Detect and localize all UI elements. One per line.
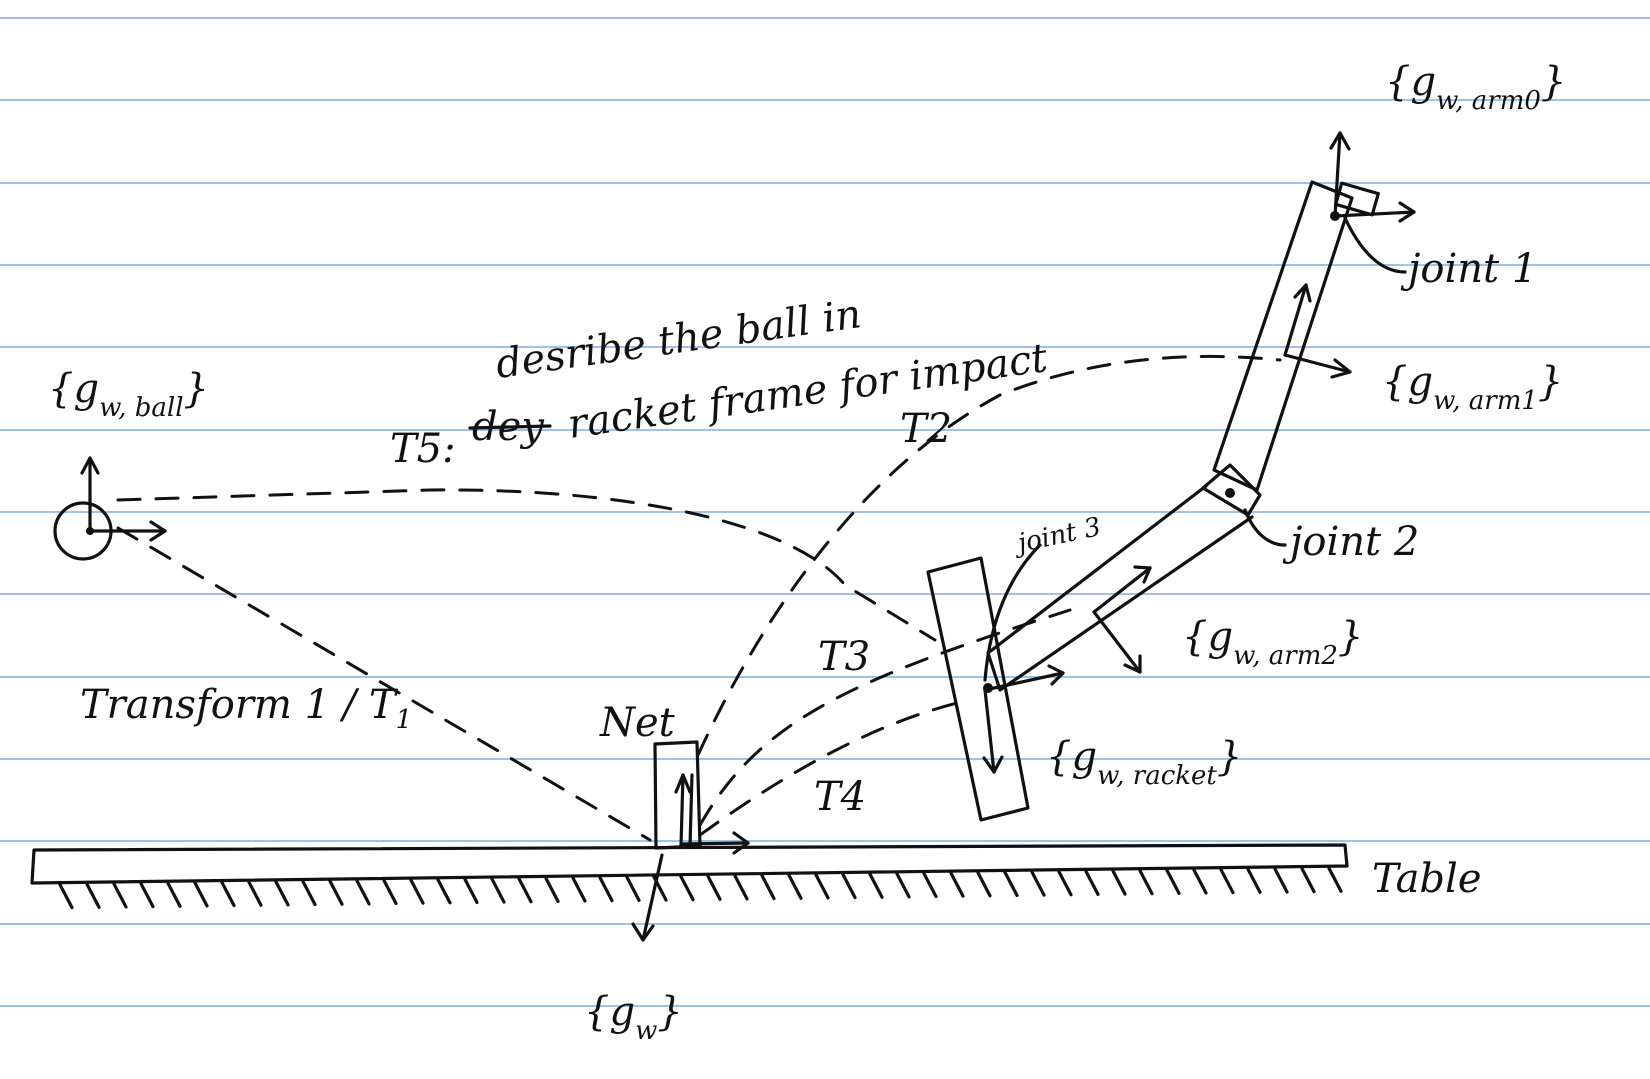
arm2-frame-axes	[1092, 565, 1152, 674]
racket-frame-label: {gw, racket}	[1046, 734, 1242, 791]
hatch-mark	[85, 882, 101, 909]
arm1-frame-axes	[1283, 283, 1352, 379]
hatch-mark	[1300, 866, 1316, 894]
svg-text:{gw, ball}: {gw, ball}	[48, 366, 209, 423]
transform-2-path	[696, 354, 1282, 757]
hatch-mark	[247, 880, 263, 907]
transform-1-label: Transform 1 / T1	[80, 682, 412, 735]
table-label: Table	[1372, 856, 1482, 902]
arm2-frame-label: {gw, arm2}	[1182, 614, 1363, 671]
arm1-frame-label: {gw, arm1}	[1382, 359, 1563, 416]
arm-link-2	[986, 484, 1254, 692]
strike-through	[468, 424, 552, 430]
hatch-mark	[1327, 866, 1343, 893]
hatch-mark	[193, 881, 209, 908]
ball-frame-label: {gw, ball}	[48, 366, 209, 423]
hatch-mark	[787, 873, 803, 900]
hatch-mark	[1165, 868, 1181, 895]
hatch-mark	[760, 873, 776, 901]
svg-text:{gw, arm0}: {gw, arm0}	[1385, 59, 1566, 116]
joint-2-label: joint 2	[1282, 519, 1419, 565]
hatch-mark	[598, 876, 614, 903]
world-frame-axes	[631, 853, 664, 942]
arm0-frame-axes	[1329, 131, 1416, 223]
paper-ruling	[0, 17, 1650, 1007]
transform-4-path	[698, 698, 972, 837]
transform-1-path	[116, 526, 652, 842]
hatch-mark	[814, 873, 830, 900]
arm-link-1	[1212, 180, 1354, 492]
joint-1-label: joint 1	[1400, 246, 1537, 292]
svg-text:{gw, racket}: {gw, racket}	[1046, 734, 1242, 791]
joint-1-housing	[1334, 181, 1380, 217]
net	[653, 740, 750, 855]
hatch-mark	[544, 876, 560, 903]
racket-frame-axes	[982, 664, 1065, 774]
hatch-mark	[1246, 867, 1262, 894]
world-frame-label: {gw}	[584, 989, 683, 1046]
transform-paths	[116, 354, 1282, 842]
hatch-mark	[679, 875, 695, 902]
joint-3-label: joint 3	[1010, 512, 1103, 560]
joint-2-dot	[1225, 488, 1235, 498]
hatch-mark	[382, 878, 398, 906]
hatch-mark	[1030, 870, 1046, 897]
hatch-mark	[841, 872, 857, 900]
hatch-mark	[1219, 868, 1235, 895]
hatch-mark	[58, 883, 74, 910]
racket	[926, 556, 1030, 822]
hatch-mark	[436, 878, 452, 905]
svg-text:{gw, arm1}: {gw, arm1}	[1382, 359, 1563, 416]
hatch-mark	[1084, 869, 1100, 896]
hatch-mark	[274, 880, 290, 907]
svg-text:{gw, arm2}: {gw, arm2}	[1182, 614, 1363, 671]
hatch-mark	[139, 881, 155, 909]
robot-arm	[926, 180, 1380, 822]
transform-2-label: T2	[900, 406, 952, 452]
hatch-mark	[112, 882, 128, 909]
hatch-mark	[1003, 870, 1019, 898]
transform-3-label: T3	[818, 634, 870, 680]
hatch-mark	[355, 879, 371, 906]
table	[30, 843, 1349, 910]
hatch-mark	[1192, 868, 1208, 895]
table-hatching	[58, 866, 1343, 910]
hatch-mark	[490, 877, 506, 904]
hatch-mark	[1138, 869, 1154, 896]
hatch-mark	[571, 876, 587, 903]
hatch-mark	[733, 874, 749, 901]
net-label: Net	[599, 700, 676, 746]
hatch-mark	[220, 880, 236, 908]
hatch-mark	[895, 872, 911, 899]
svg-text:{gw}: {gw}	[584, 989, 683, 1046]
transform-5-path	[116, 488, 937, 642]
hatch-mark	[1057, 870, 1073, 897]
transform-3-path	[698, 608, 1072, 827]
joint-2-leader	[1243, 508, 1287, 547]
transform-4-label: T4	[814, 774, 866, 820]
hatch-mark	[463, 877, 479, 905]
transform-5-label: T5:	[390, 426, 456, 472]
hatch-mark	[922, 871, 938, 899]
joint-3-leader	[983, 543, 1042, 682]
hatch-mark	[706, 874, 722, 901]
hatch-mark	[976, 871, 992, 898]
hatch-mark	[1273, 867, 1289, 894]
hatch-mark	[625, 875, 641, 902]
hatch-mark	[517, 877, 533, 904]
arm0-frame-label: {gw, arm0}	[1385, 59, 1566, 116]
joint-2-housing	[1201, 463, 1262, 517]
hatch-mark	[166, 881, 182, 908]
hatch-mark	[949, 871, 965, 898]
joint-1-leader	[1343, 216, 1407, 274]
hatch-mark	[868, 872, 884, 899]
hatch-mark	[328, 879, 344, 906]
hatch-mark	[301, 879, 317, 907]
hatch-mark	[1111, 869, 1127, 896]
ball	[53, 456, 167, 561]
hatch-mark	[409, 878, 425, 905]
